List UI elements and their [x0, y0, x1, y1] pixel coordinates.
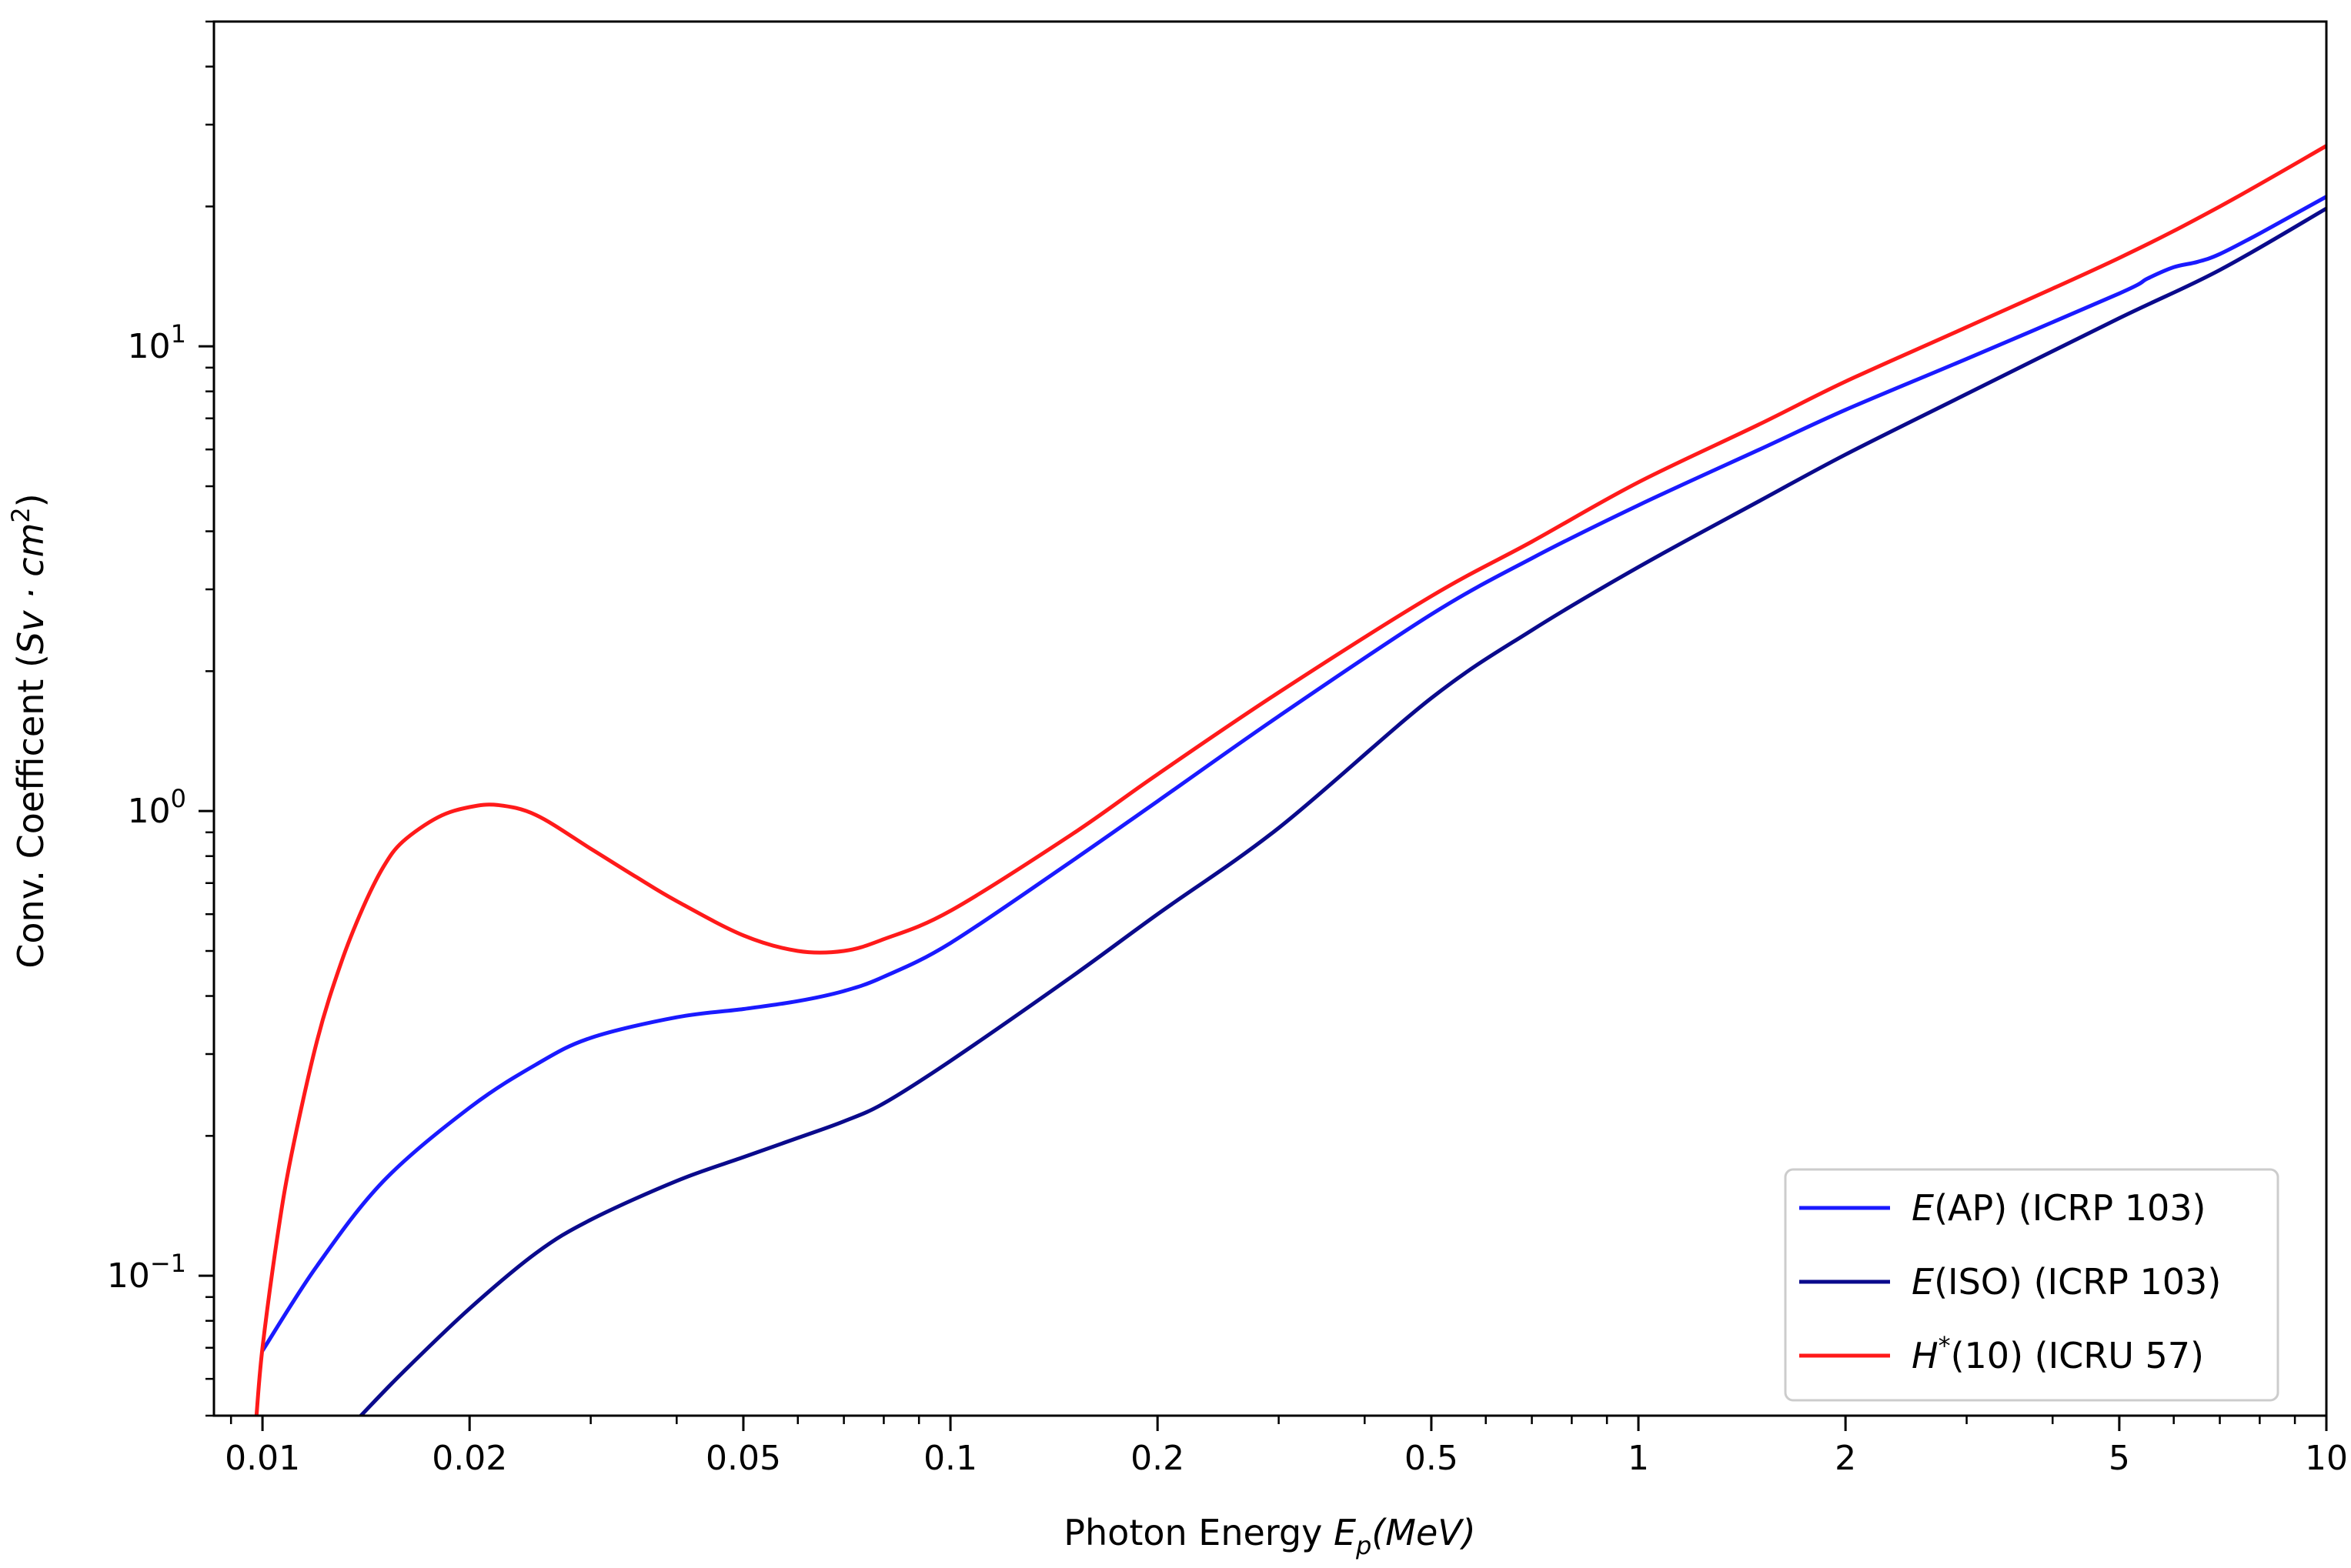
series-line-2: [254, 144, 2326, 1416]
y-tick-label: 101: [128, 319, 186, 366]
y-tick-label: 10−1: [107, 1249, 186, 1296]
x-tick-label: 0.2: [1130, 1439, 1184, 1478]
x-tick-label: 1: [1628, 1439, 1649, 1478]
legend-label-e-ap: E(AP) (ICRP 103): [1912, 1187, 2206, 1229]
y-axis-label: Conv. Coefficent (Sv · cm2): [6, 493, 52, 968]
x-tick-label: 0.02: [432, 1439, 507, 1478]
x-axis: 0.01 0.02 0.05 0.1 0.2 0.5 1 2 5 10: [225, 1416, 2348, 1478]
y-tick-label: 100: [128, 784, 186, 831]
series-line-1: [359, 206, 2326, 1416]
x-tick-label: 0.1: [923, 1439, 977, 1478]
y-axis: 10−1 100 101: [107, 20, 214, 1417]
legend-label-e-iso: E(ISO) (ICRP 103): [1912, 1261, 2221, 1303]
x-tick-label: 0.05: [706, 1439, 781, 1478]
legend: E(AP) (ICRP 103) E(ISO) (ICRP 103) H*(10…: [1784, 1168, 2279, 1402]
x-tick-label: 0.5: [1404, 1439, 1458, 1478]
x-tick-label: 10: [2305, 1439, 2348, 1478]
plot-frame: [212, 20, 2328, 1417]
x-tick-label: 0.01: [225, 1439, 300, 1478]
series-layer: [254, 144, 2326, 1416]
legend-label-h10: H*(10) (ICRU 57): [1912, 1331, 2204, 1376]
x-tick-label: 2: [1835, 1439, 1856, 1478]
x-axis-label: Photon Energy Ep(MeV): [1064, 1512, 1475, 1560]
legend-box: [1784, 1168, 2279, 1402]
x-tick-label: 5: [2109, 1439, 2130, 1478]
series-line-0: [260, 195, 2326, 1353]
